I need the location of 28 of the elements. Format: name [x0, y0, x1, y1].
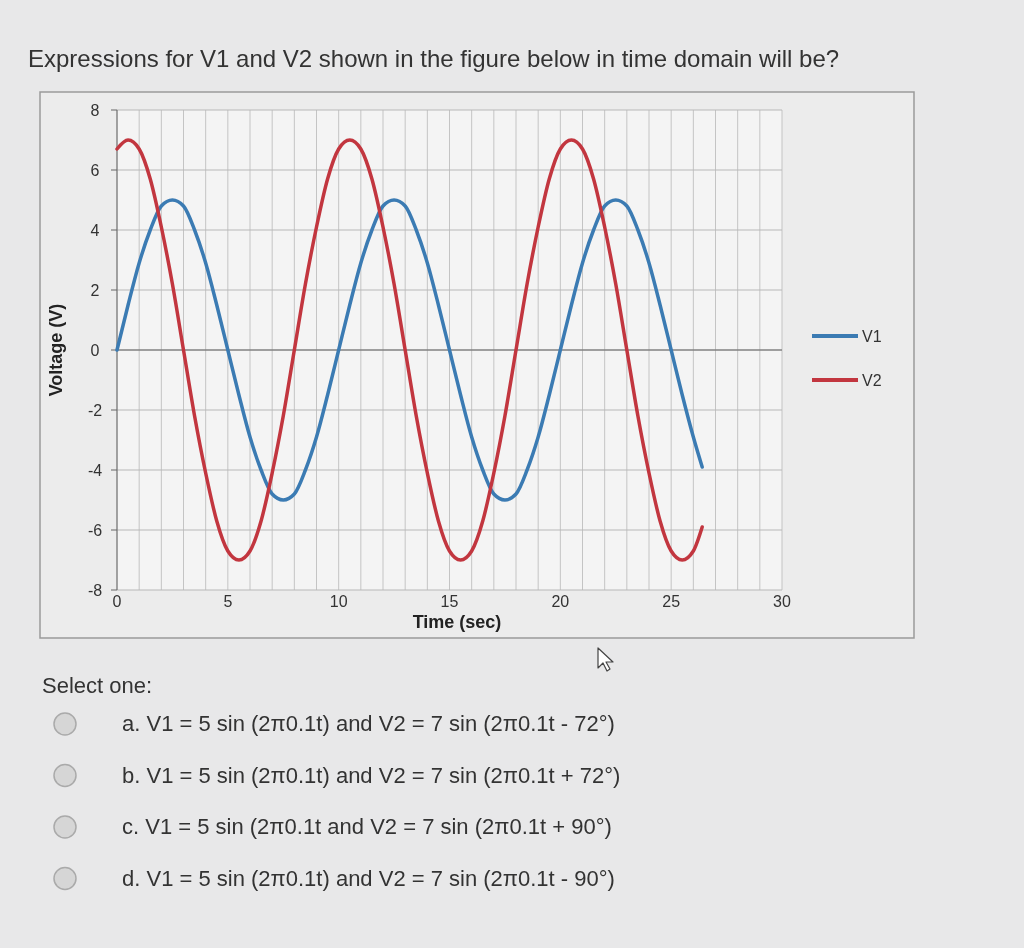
- x-axis-title: Time (sec): [412, 612, 502, 632]
- y-tick-label: 2: [90, 281, 100, 299]
- y-tick-label: 6: [90, 161, 100, 179]
- x-tick-label: 30: [773, 593, 791, 610]
- text: d. V1 = 5 sin (2π0.1t) and V2 = 7 sin (2π0.1t - 90°): [122, 865, 615, 891]
- x-tick-label: 0: [112, 593, 122, 610]
- chart-title: Expressions for V1 and V2 shown in the figure below in time domain will be?: [28, 45, 840, 72]
- legend-label: V2: [862, 371, 882, 389]
- x-tick-label: 25: [662, 593, 681, 610]
- x-tick-label: 10: [329, 593, 348, 610]
- y-axis-title: Voltage (V): [46, 303, 66, 397]
- x-tick-label: 15: [440, 593, 459, 610]
- y-tick-label: 0: [90, 341, 100, 359]
- y-tick-label: -2: [87, 401, 103, 419]
- y-tick-label: 4: [90, 221, 100, 239]
- line-series: [115, 198, 704, 502]
- x-tick-label: 20: [551, 593, 570, 610]
- legend-label: V1: [862, 327, 882, 345]
- text: c. V1 = 5 sin (2π0.1t and V2 = 7 sin (2π0.1t + 90°): [122, 814, 612, 839]
- text: Select one:: [42, 673, 153, 698]
- text: a. V1 = 5 sin (2π0.1t) and V2 = 7 sin (2π0.1t - 72°): [122, 711, 615, 736]
- y-tick-label: -6: [87, 521, 103, 539]
- text: b. V1 = 5 sin (2π0.1t) and V2 = 7 sin (2π0.1t + 72°): [122, 762, 621, 788]
- y-tick-label: -8: [87, 581, 103, 599]
- x-tick-label: 5: [223, 593, 233, 610]
- y-tick-label: 8: [90, 101, 100, 119]
- y-tick-label: -4: [87, 461, 103, 479]
- line-series: [115, 138, 704, 562]
